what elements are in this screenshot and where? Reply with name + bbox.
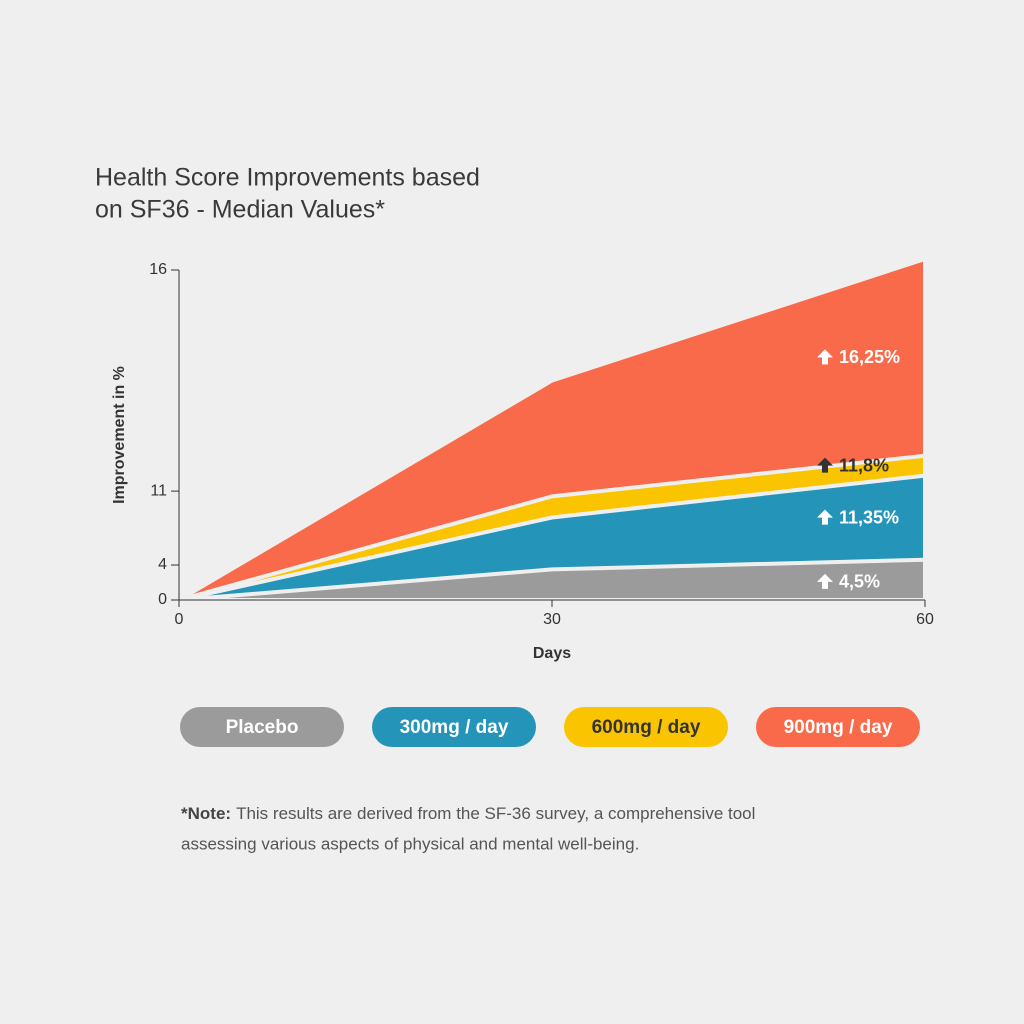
legend-label: 900mg / day bbox=[784, 717, 893, 738]
value-label: 11,8% bbox=[839, 455, 889, 475]
chart-title: Health Score Improvements based bbox=[95, 164, 480, 192]
x-tick-label: 30 bbox=[543, 611, 561, 628]
arrow-icon bbox=[817, 457, 833, 473]
note-text: assessing various aspects of physical an… bbox=[181, 834, 639, 853]
y-tick-label: 4 bbox=[158, 556, 167, 573]
chart-title: on SF36 - Median Values* bbox=[95, 196, 385, 224]
legend-swatch bbox=[180, 707, 344, 747]
note-text: This results are derived from the SF-36 … bbox=[236, 804, 755, 823]
note-label: *Note: bbox=[181, 804, 231, 823]
y-tick-label: 0 bbox=[158, 591, 167, 608]
value-label: 4,5% bbox=[839, 572, 880, 592]
y-tick-label: 16 bbox=[149, 261, 167, 278]
x-tick-label: 0 bbox=[175, 611, 184, 628]
value-label: 16,25% bbox=[839, 347, 900, 367]
legend: Placebo 300mg / day 600mg / day 900mg / day bbox=[180, 707, 920, 747]
legend-swatch bbox=[372, 707, 536, 747]
legend-swatch bbox=[564, 707, 728, 747]
legend-label: 300mg / day bbox=[400, 717, 509, 738]
value-label: 11,35% bbox=[839, 507, 899, 527]
y-tick-label: 11 bbox=[150, 482, 167, 499]
legend-swatch bbox=[756, 707, 920, 747]
x-axis-label: Days bbox=[533, 645, 571, 662]
arrow-icon bbox=[817, 349, 833, 365]
axes: 0 4 11 16 0 30 60 bbox=[149, 261, 934, 628]
legend-label: 600mg / day bbox=[592, 717, 701, 738]
x-tick-label: 60 bbox=[916, 611, 934, 628]
legend-label: Placebo bbox=[226, 717, 299, 738]
arrow-icon bbox=[817, 573, 833, 589]
note: *Note: This results are derived from the … bbox=[181, 804, 755, 823]
y-axis-label: Improvement in % bbox=[111, 366, 128, 504]
arrow-icon bbox=[817, 509, 833, 525]
